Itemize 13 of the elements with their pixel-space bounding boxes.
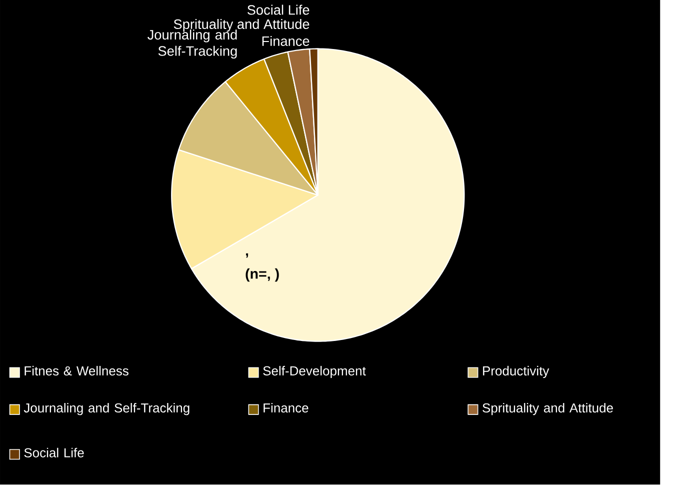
- text: (n=, ): [246, 268, 279, 282]
- text: Social Life: [247, 4, 310, 15]
- legend-label: Fitnes & Wellness: [24, 366, 128, 376]
- legend-label: Finance: [264, 403, 308, 413]
- text: Finance: [262, 36, 310, 46]
- legend-label: Sprituality and Attitude: [482, 403, 613, 416]
- text: ,: [246, 253, 248, 258]
- legend-label: Journaling and Self-Tracking: [24, 403, 190, 416]
- text: Sprituality and Attitude: [174, 19, 310, 32]
- legend-label: Social Life: [24, 448, 84, 458]
- text: Journaling and Self-Tracking: [148, 30, 237, 59]
- legend-label: Productivity: [483, 366, 550, 378]
- legend-label: Self-Development: [263, 366, 366, 378]
